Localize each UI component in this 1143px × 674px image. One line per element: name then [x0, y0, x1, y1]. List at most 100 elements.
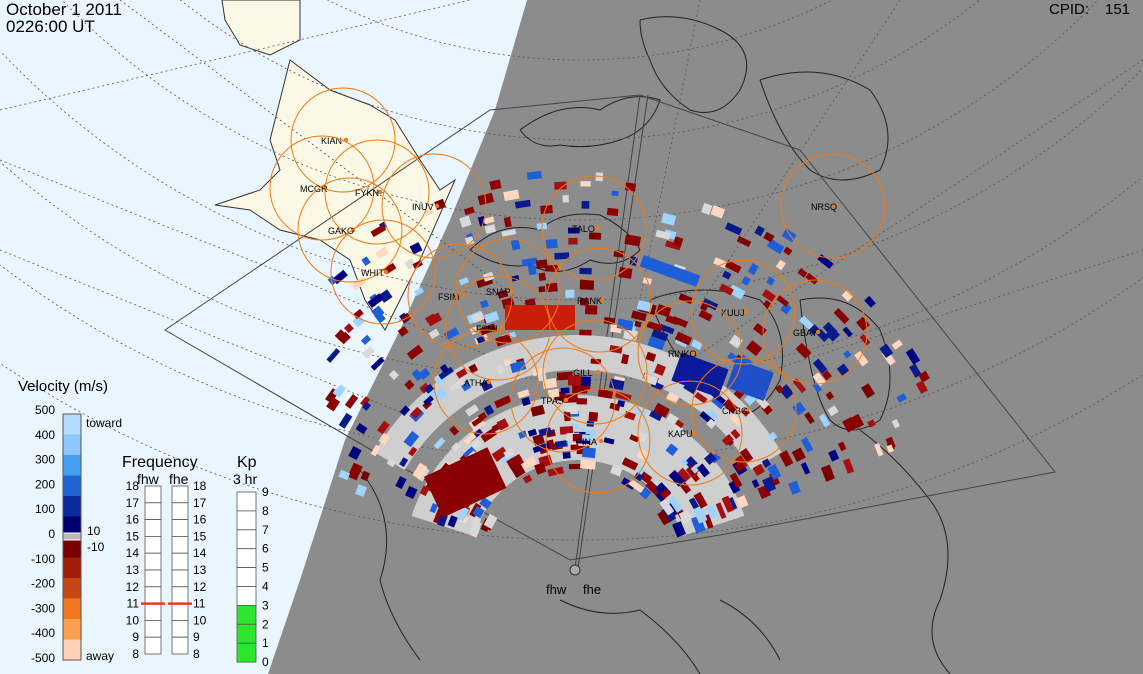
kp-cell	[236, 642, 257, 663]
station-dot-icon	[594, 225, 600, 231]
velocity-cell	[728, 284, 746, 300]
radar-label-right: fhe	[583, 582, 601, 597]
velocity-cell	[633, 472, 644, 482]
velocity-cell	[424, 383, 435, 394]
velocity-cell	[410, 407, 422, 419]
station-label: ATHA	[464, 378, 487, 388]
velocity-cell	[412, 462, 428, 480]
frequency-tick-left: 14	[126, 546, 140, 560]
velocity-cell	[905, 348, 921, 365]
station-dot-icon	[833, 203, 839, 209]
station-label: GAKO	[328, 226, 354, 236]
velocity-cell	[721, 434, 734, 446]
velocity-cell	[672, 236, 684, 248]
velocity-cell	[505, 305, 575, 330]
velocity-cell	[665, 240, 682, 251]
velocity-cell	[828, 449, 840, 462]
beam-line	[574, 94, 641, 569]
toward-label: toward	[86, 416, 122, 430]
night-shading	[268, 0, 1143, 674]
kp-cell	[236, 510, 257, 531]
velocity-cell	[459, 215, 472, 228]
frequency-bar-fhw	[141, 485, 165, 655]
frequency-cell	[171, 569, 189, 588]
station-ring	[637, 300, 743, 406]
cpid-value: 151	[1105, 1, 1131, 18]
velocity-cell	[571, 423, 580, 429]
colorbar-segment	[63, 434, 81, 456]
velocity-cell	[659, 488, 671, 500]
velocity-cell	[739, 448, 754, 463]
velocity-cells	[325, 171, 930, 538]
velocity-cell	[521, 455, 538, 470]
velocity-tick: -500	[31, 651, 55, 665]
velocity-cell	[470, 516, 482, 528]
velocity-cell	[792, 378, 807, 394]
kp-subtitle: 3 hr	[233, 471, 257, 487]
station-dot-icon	[595, 369, 601, 375]
velocity-cell	[534, 462, 547, 475]
station-ring	[762, 279, 868, 385]
velocity-cell	[588, 232, 602, 240]
kp-cell	[236, 586, 257, 606]
velocity-cell	[713, 257, 728, 269]
station-label: INUV	[412, 202, 434, 212]
velocity-cell	[690, 515, 706, 534]
velocity-tick: 200	[35, 477, 55, 491]
velocity-cell	[610, 464, 623, 477]
frequency-cell	[171, 502, 189, 520]
ground-scatter-swatch	[62, 532, 82, 541]
velocity-cell	[841, 289, 854, 302]
velocity-cell	[333, 384, 347, 398]
longitude-line	[659, 59, 1143, 381]
velocity-cell	[706, 418, 717, 429]
velocity-cell	[491, 446, 509, 462]
velocity-cell	[581, 447, 596, 459]
station-label: PINA	[576, 437, 597, 447]
velocity-cell	[429, 503, 439, 514]
colorbar-segment	[63, 414, 81, 436]
velocity-cell	[554, 181, 567, 190]
velocity-cell	[647, 336, 666, 351]
frequency-cell	[171, 603, 189, 621]
velocity-cell	[817, 254, 834, 269]
station-ring	[324, 139, 430, 245]
velocity-cell	[715, 502, 727, 520]
frequency-cell	[171, 586, 189, 604]
velocity-cell	[579, 459, 596, 470]
velocity-cell	[532, 433, 545, 446]
colorbar-segment	[63, 516, 81, 538]
frequency-cell	[171, 485, 189, 504]
colorbar-segment	[63, 619, 81, 641]
station-atha: ATHA	[433, 329, 539, 435]
velocity-cell	[761, 289, 776, 302]
velocity-cell	[503, 189, 520, 202]
velocity-cell	[805, 272, 819, 285]
station-ring	[455, 238, 561, 344]
velocity-cell	[576, 398, 587, 405]
velocity-cell	[837, 441, 847, 452]
frequency-tick-left: 15	[126, 529, 140, 543]
kp-tick: 7	[262, 523, 269, 537]
velocity-cell	[411, 369, 424, 382]
velocity-cell	[653, 402, 670, 418]
velocity-cell	[788, 480, 801, 495]
velocity-cell	[621, 457, 639, 471]
velocity-cell	[795, 342, 812, 359]
velocity-cell	[526, 171, 542, 180]
station-dot-icon	[383, 269, 389, 275]
velocity-cell	[468, 363, 479, 374]
velocity-cell	[451, 442, 461, 453]
velocity-cell	[527, 264, 537, 276]
frequency-tick-left: 18	[126, 479, 140, 493]
velocity-cell	[338, 412, 353, 429]
kp-tick: 5	[262, 561, 269, 575]
station-talo: TALO	[541, 175, 647, 281]
frequency-cell	[144, 620, 162, 638]
velocity-cell	[665, 314, 679, 326]
velocity-cell	[762, 476, 777, 493]
frequency-cell	[144, 502, 162, 520]
frequency-fhe-label: fhe	[169, 471, 189, 487]
velocity-cell	[568, 463, 583, 470]
station-label: KIAN	[321, 136, 342, 146]
